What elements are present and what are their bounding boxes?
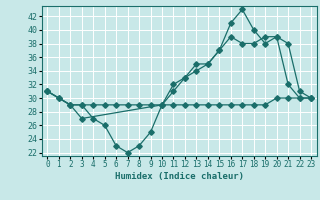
X-axis label: Humidex (Indice chaleur): Humidex (Indice chaleur) — [115, 172, 244, 181]
